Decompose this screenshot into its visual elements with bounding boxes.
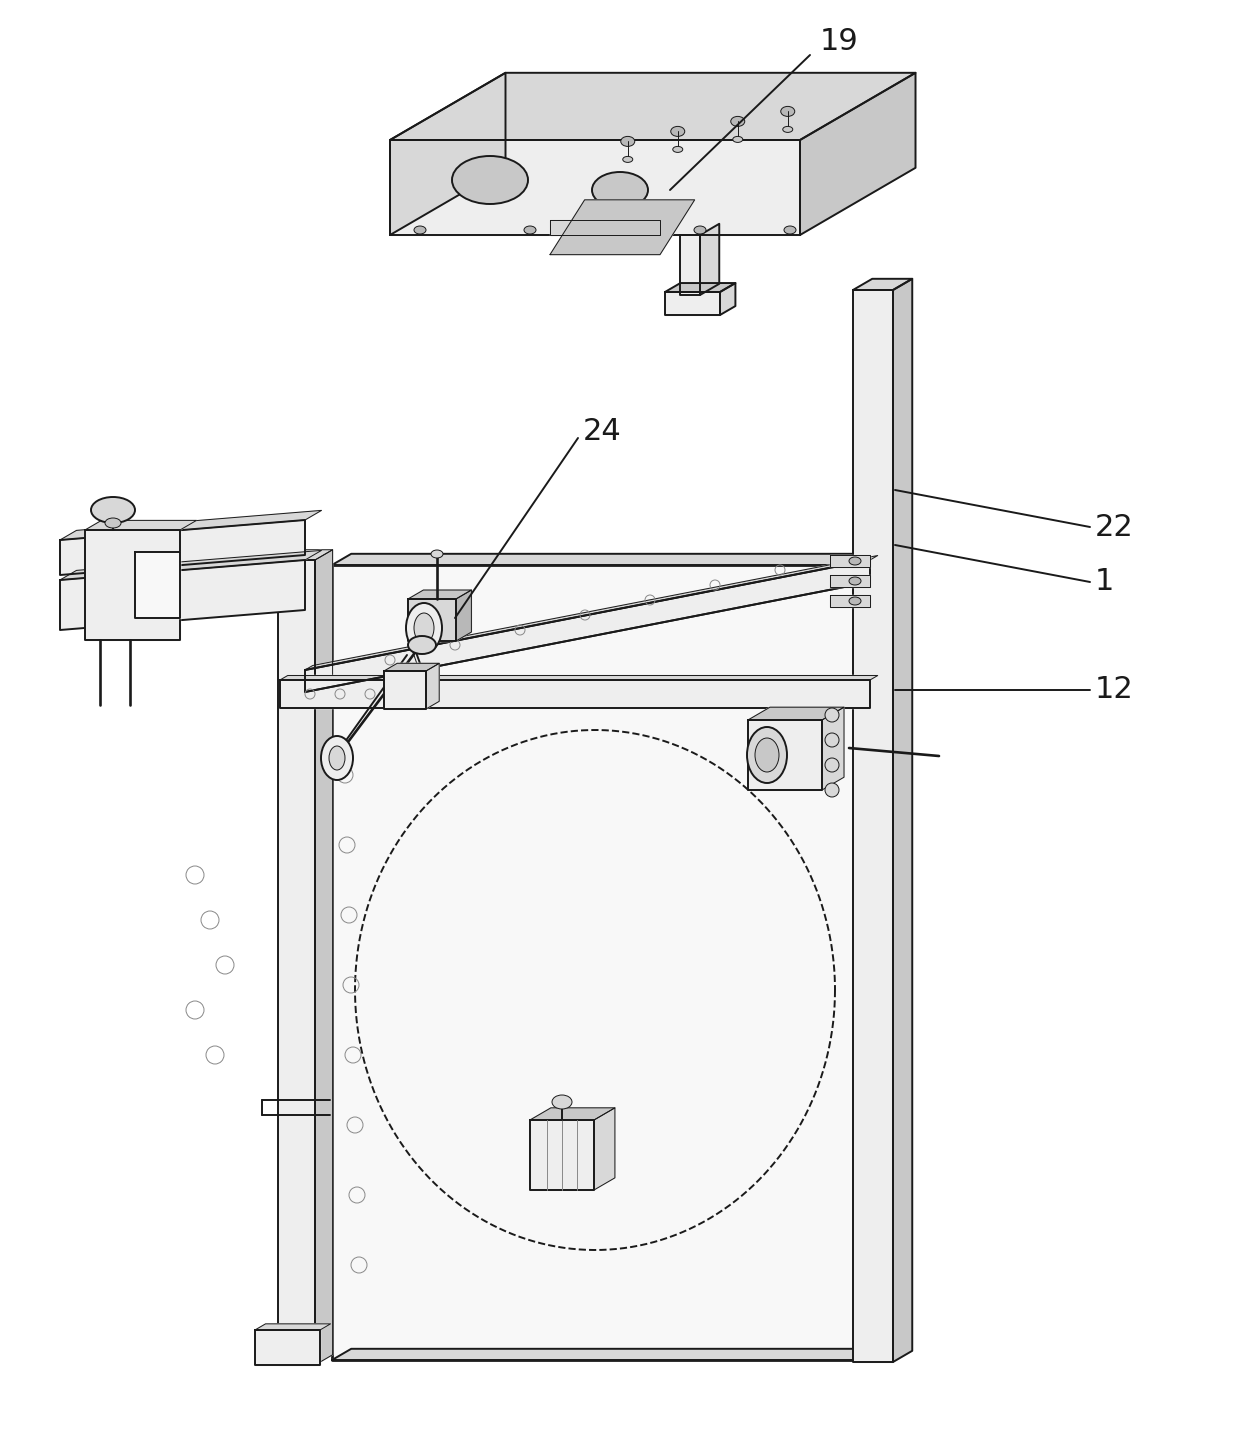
Ellipse shape bbox=[329, 746, 345, 769]
Ellipse shape bbox=[825, 707, 839, 722]
Polygon shape bbox=[408, 590, 471, 600]
Polygon shape bbox=[255, 1324, 331, 1330]
Polygon shape bbox=[60, 551, 321, 580]
Ellipse shape bbox=[849, 557, 861, 565]
Ellipse shape bbox=[432, 549, 443, 558]
Polygon shape bbox=[594, 1107, 615, 1191]
Polygon shape bbox=[853, 290, 893, 1362]
Ellipse shape bbox=[694, 226, 706, 234]
Ellipse shape bbox=[784, 226, 796, 234]
Ellipse shape bbox=[849, 577, 861, 585]
Ellipse shape bbox=[414, 613, 434, 643]
Ellipse shape bbox=[552, 1094, 572, 1109]
Ellipse shape bbox=[405, 603, 441, 653]
Polygon shape bbox=[551, 220, 660, 234]
Polygon shape bbox=[529, 1107, 615, 1120]
Polygon shape bbox=[800, 73, 915, 234]
Polygon shape bbox=[456, 590, 471, 641]
Ellipse shape bbox=[525, 226, 536, 234]
Polygon shape bbox=[529, 1120, 594, 1191]
Ellipse shape bbox=[825, 733, 839, 746]
Polygon shape bbox=[893, 279, 913, 1362]
Polygon shape bbox=[60, 521, 305, 575]
Ellipse shape bbox=[591, 173, 649, 209]
Polygon shape bbox=[748, 720, 822, 789]
Polygon shape bbox=[830, 555, 870, 567]
Ellipse shape bbox=[414, 226, 427, 234]
Text: 19: 19 bbox=[820, 27, 859, 56]
Polygon shape bbox=[384, 672, 427, 709]
Polygon shape bbox=[332, 1349, 889, 1360]
Polygon shape bbox=[384, 663, 439, 672]
Polygon shape bbox=[278, 559, 315, 1365]
Polygon shape bbox=[748, 707, 844, 720]
Polygon shape bbox=[391, 139, 800, 234]
Polygon shape bbox=[315, 549, 332, 1365]
Ellipse shape bbox=[105, 518, 122, 528]
Ellipse shape bbox=[733, 137, 743, 142]
Polygon shape bbox=[822, 707, 844, 789]
Polygon shape bbox=[665, 283, 735, 292]
Ellipse shape bbox=[730, 116, 745, 127]
Polygon shape bbox=[427, 663, 439, 709]
Polygon shape bbox=[870, 554, 889, 1360]
Ellipse shape bbox=[673, 147, 683, 152]
Ellipse shape bbox=[91, 498, 135, 523]
Polygon shape bbox=[551, 200, 694, 255]
Ellipse shape bbox=[825, 758, 839, 772]
Ellipse shape bbox=[781, 106, 795, 116]
Polygon shape bbox=[391, 73, 506, 234]
Polygon shape bbox=[60, 510, 321, 541]
Polygon shape bbox=[86, 521, 196, 531]
Ellipse shape bbox=[453, 155, 528, 204]
Polygon shape bbox=[830, 595, 870, 607]
Text: 22: 22 bbox=[1095, 512, 1133, 542]
Ellipse shape bbox=[622, 157, 632, 162]
Polygon shape bbox=[332, 554, 889, 565]
Polygon shape bbox=[60, 559, 305, 630]
Text: 12: 12 bbox=[1095, 676, 1133, 705]
Polygon shape bbox=[305, 559, 870, 692]
Polygon shape bbox=[391, 73, 915, 139]
Polygon shape bbox=[280, 676, 878, 680]
Polygon shape bbox=[278, 549, 332, 559]
Ellipse shape bbox=[408, 636, 436, 654]
Ellipse shape bbox=[825, 784, 839, 797]
Ellipse shape bbox=[321, 736, 353, 779]
Polygon shape bbox=[255, 1330, 320, 1365]
Polygon shape bbox=[86, 531, 180, 640]
Polygon shape bbox=[305, 555, 878, 670]
Polygon shape bbox=[135, 552, 180, 618]
Ellipse shape bbox=[755, 738, 779, 772]
Ellipse shape bbox=[782, 127, 792, 132]
Ellipse shape bbox=[746, 728, 787, 784]
Text: 1: 1 bbox=[1095, 568, 1115, 597]
Polygon shape bbox=[680, 234, 701, 295]
Polygon shape bbox=[665, 292, 720, 315]
Ellipse shape bbox=[849, 597, 861, 605]
Polygon shape bbox=[701, 224, 719, 295]
Text: 24: 24 bbox=[583, 417, 621, 447]
Polygon shape bbox=[280, 680, 870, 707]
Polygon shape bbox=[830, 575, 870, 587]
Polygon shape bbox=[853, 279, 913, 290]
Polygon shape bbox=[720, 283, 735, 315]
Polygon shape bbox=[408, 600, 456, 641]
Ellipse shape bbox=[621, 137, 635, 147]
Ellipse shape bbox=[671, 127, 684, 137]
Polygon shape bbox=[332, 565, 870, 1360]
